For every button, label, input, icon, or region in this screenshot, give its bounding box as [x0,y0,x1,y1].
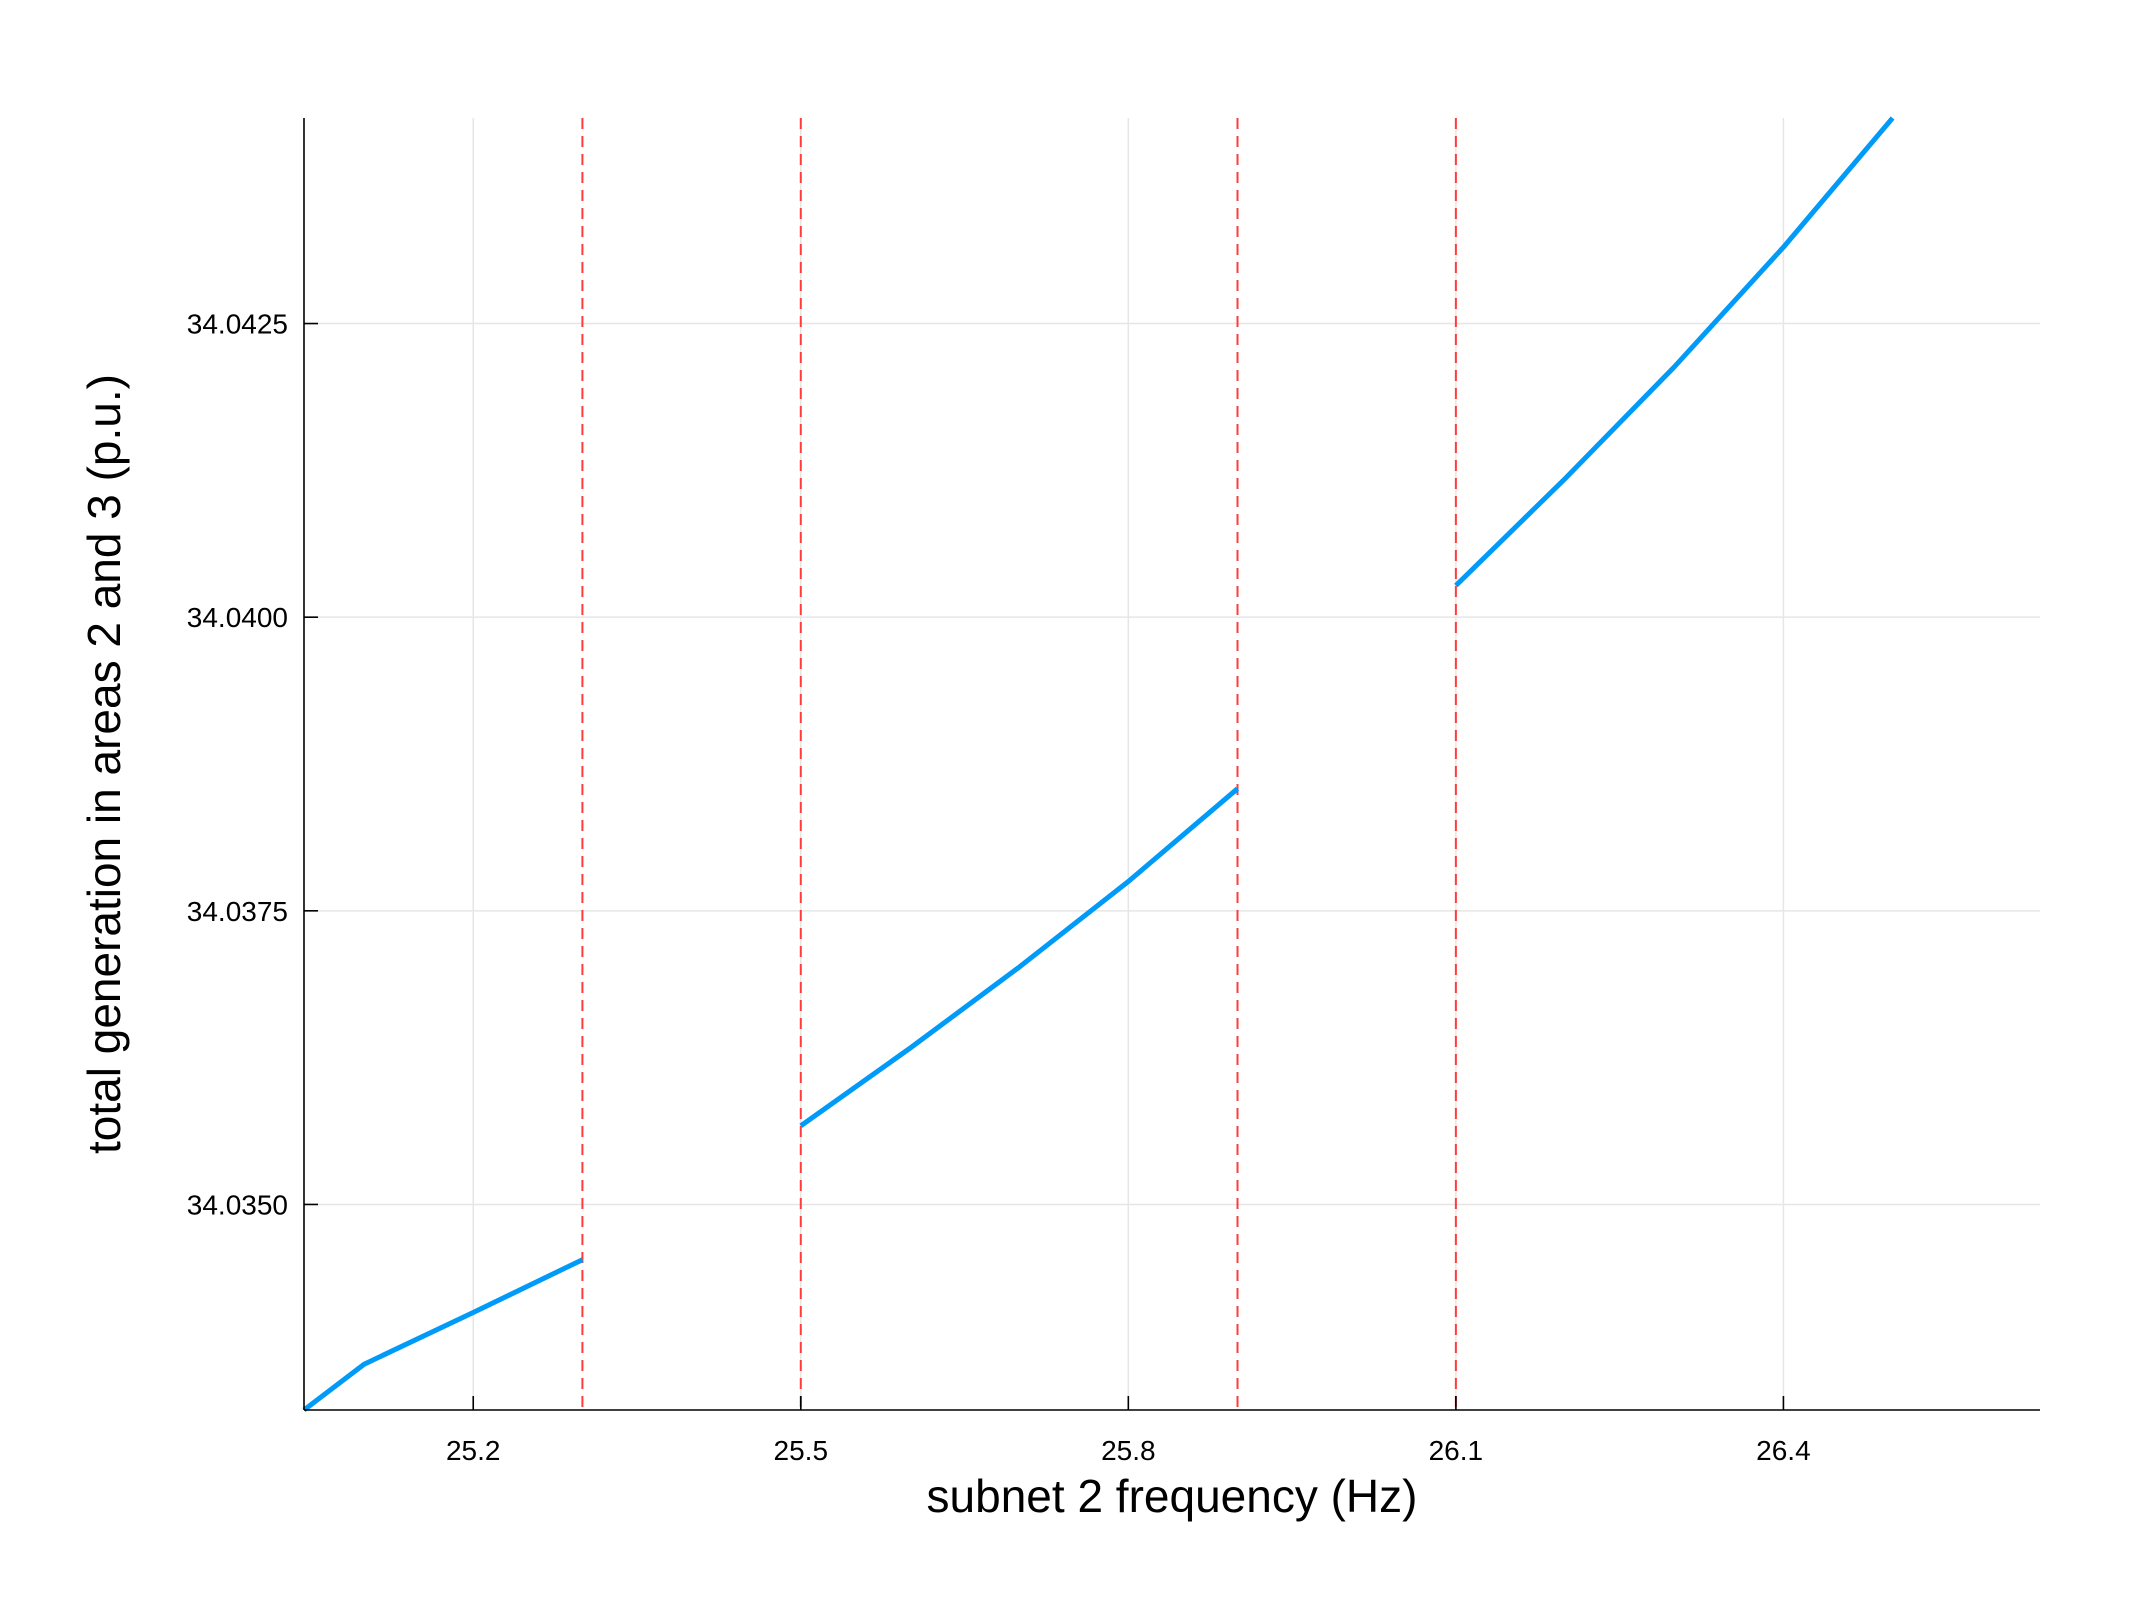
series-line-segment [799,786,1240,1128]
axis-layer [303,118,2040,1411]
x-tick-label: 25.8 [1101,1435,1156,1466]
grid-layer [304,118,2040,1410]
x-tick-label: 26.4 [1756,1435,1811,1466]
x-tick-label: 25.5 [774,1435,829,1466]
series-line-segment [1454,116,1895,588]
series-layer [302,116,1895,1412]
y-tick-label: 34.0350 [187,1189,288,1220]
tick-layer: 25.2 25.5 25.8 26.1 26.4 34.0350 34.0375 34.040… [187,309,1811,1466]
x-tick-label: 26.1 [1429,1435,1484,1466]
x-tick-label: 25.2 [446,1435,501,1466]
y-axis-label: total generation in areas 2 and 3 (p.u.) [78,374,130,1154]
vline-layer [581,118,1457,1410]
series-line-segment [302,1257,584,1412]
y-tick-label: 34.0400 [187,602,288,633]
y-tick-label: 34.0425 [187,309,288,340]
x-axis-label: subnet 2 frequency (Hz) [927,1470,1418,1522]
y-tick-label: 34.0375 [187,896,288,927]
